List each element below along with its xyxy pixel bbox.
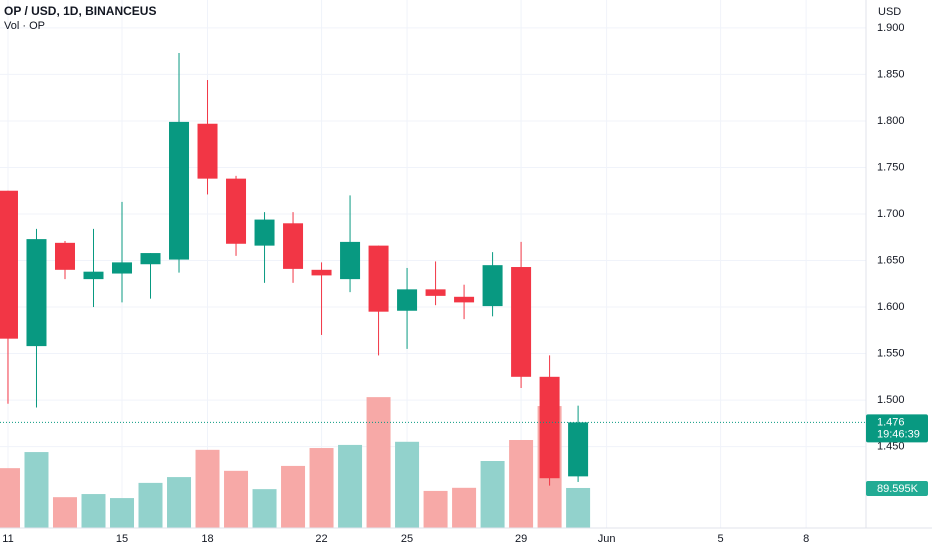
- volume-bar: [281, 465, 306, 528]
- y-tick-label: 1.600: [877, 301, 905, 313]
- y-tick-label: 1.700: [877, 208, 905, 220]
- candle-body: [397, 289, 418, 311]
- candle-body: [283, 223, 304, 269]
- candle-body: [425, 289, 446, 296]
- x-tick-label: 18: [201, 533, 213, 545]
- chart-title: OP / USD, 1D, BINANCEUS: [4, 4, 156, 18]
- last-volume-label: 89.595K: [877, 483, 919, 495]
- last-price-box: [866, 414, 928, 443]
- y-tick-label: 1.800: [877, 115, 905, 127]
- candle-body: [482, 265, 503, 307]
- y-tick-label: 1.850: [877, 68, 905, 80]
- y-tick-label: 1.650: [877, 254, 905, 266]
- volume-bar: [52, 497, 77, 528]
- candle-body: [340, 241, 361, 280]
- y-tick-label: 1.900: [877, 22, 905, 34]
- volume-title: Vol · OP: [4, 20, 45, 32]
- axes: 1.900 1.850 1.800 1.750 1.700 1.650 1.600 1.550…: [2, 22, 904, 545]
- candle-body: [568, 422, 589, 477]
- volume-bar: [167, 477, 192, 528]
- candle-body: [0, 190, 18, 339]
- y-axis-label: USD: [878, 6, 901, 18]
- candle-body: [197, 123, 218, 179]
- candle-body: [226, 178, 247, 244]
- candle-body: [311, 269, 332, 276]
- x-tick-label: 15: [116, 533, 128, 545]
- candle-body: [83, 271, 104, 280]
- volume-bar: [0, 468, 20, 528]
- volume-bar: [480, 461, 505, 528]
- x-tick-label: 5: [718, 533, 724, 545]
- candles: [0, 53, 589, 486]
- volume-bar: [309, 448, 334, 528]
- volume-bar: [338, 444, 363, 528]
- candle-body: [140, 253, 161, 265]
- candle-body: [368, 245, 389, 312]
- volume-bar: [366, 397, 391, 528]
- last-volume-box: [866, 480, 928, 496]
- countdown-label: 19:46:39: [877, 428, 920, 440]
- candle-body: [54, 242, 75, 270]
- volume-bar: [24, 452, 49, 528]
- y-tick-label: 1.500: [877, 394, 905, 406]
- candle-body: [26, 239, 47, 347]
- volume-bar: [81, 494, 106, 528]
- candle-body: [539, 376, 560, 479]
- volume-bar: [195, 449, 220, 528]
- candle-body: [454, 296, 475, 303]
- y-tick-label: 1.750: [877, 161, 905, 173]
- x-tick-label: 11: [2, 533, 13, 545]
- x-tick-label: 25: [401, 533, 413, 545]
- volume-bar: [224, 470, 249, 528]
- x-tick-label: 22: [315, 533, 327, 545]
- x-tick-label: 29: [515, 533, 527, 545]
- volume-bar: [138, 482, 163, 528]
- volume-bar: [252, 489, 277, 528]
- candle-body: [112, 262, 133, 274]
- last-price-label: 1.476: [877, 416, 905, 428]
- volume-bar: [423, 490, 448, 528]
- candle-body: [169, 121, 190, 260]
- volume-bar: [509, 440, 534, 528]
- y-tick-label: 1.550: [877, 347, 905, 359]
- y-tick-label: 1.450: [877, 440, 905, 452]
- x-tick-label: Jun: [598, 533, 616, 545]
- x-tick-label: 8: [803, 533, 809, 545]
- volume-bar: [566, 487, 591, 528]
- candle-body: [254, 219, 275, 246]
- candle-body: [511, 267, 532, 377]
- volume-bar: [110, 498, 135, 528]
- volume-bar: [395, 441, 420, 528]
- volume-bar: [452, 487, 477, 528]
